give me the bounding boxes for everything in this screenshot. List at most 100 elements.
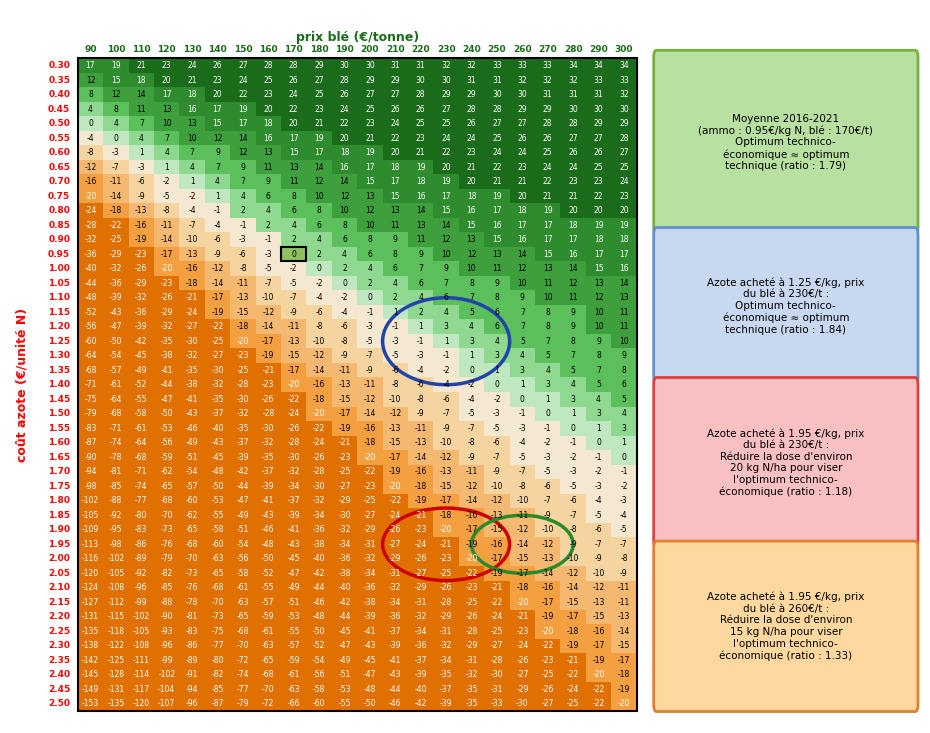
Text: -20: -20 [85,192,97,201]
Bar [256,59,281,73]
Bar [78,638,103,653]
Text: -46: -46 [186,424,198,432]
Bar [281,276,306,290]
Text: 25: 25 [619,163,629,172]
Text: -37: -37 [287,496,300,505]
Bar [128,204,154,218]
Bar [510,73,535,87]
Text: 0: 0 [495,380,499,389]
Text: -107: -107 [158,699,176,708]
Bar [357,189,382,204]
Text: 160: 160 [259,45,278,54]
Text: -40: -40 [415,685,427,694]
Bar [78,624,103,638]
Bar [154,508,179,523]
Text: 13: 13 [289,163,299,172]
Bar [535,262,561,276]
Text: -47: -47 [236,496,249,505]
Bar [561,160,586,174]
Text: -3: -3 [264,250,272,259]
Bar [510,479,535,493]
Bar [485,465,510,479]
Bar [458,102,485,117]
Bar [561,421,586,435]
Text: 15: 15 [365,177,375,186]
Text: -1: -1 [569,438,577,447]
Text: -4: -4 [340,308,349,317]
Bar [561,262,586,276]
Bar [561,320,586,334]
Bar [332,508,357,523]
Text: 17: 17 [593,250,604,259]
Bar [281,247,306,262]
Bar [485,102,510,117]
Text: 1.05: 1.05 [48,279,70,288]
Bar [561,247,586,262]
Text: 14: 14 [314,163,324,172]
Text: 10: 10 [162,119,171,128]
Text: 4: 4 [139,133,144,143]
Bar [154,320,179,334]
Bar [433,493,458,508]
Text: -32: -32 [415,612,427,622]
Text: -50: -50 [211,482,224,491]
Bar [535,493,561,508]
Text: 31: 31 [593,90,604,99]
Bar [154,435,179,450]
Text: 1: 1 [571,409,576,419]
Text: -48: -48 [211,467,224,476]
Bar [231,479,256,493]
Bar [332,537,357,551]
Text: -26: -26 [415,554,427,563]
Text: 5: 5 [621,395,627,404]
Text: -1: -1 [417,336,424,346]
Bar [357,696,382,711]
Text: -41: -41 [389,656,402,665]
Text: 1: 1 [495,366,499,375]
Text: -60: -60 [186,496,198,505]
Text: -7: -7 [113,163,120,172]
Bar [256,523,281,537]
Bar [332,566,357,581]
Text: -29: -29 [110,250,122,259]
Text: 7: 7 [190,148,194,157]
Bar [103,595,128,610]
Text: 220: 220 [411,45,430,54]
Text: -76: -76 [161,539,173,549]
Text: 20: 20 [162,75,171,85]
Text: 190: 190 [335,45,354,54]
Text: 0.70: 0.70 [48,177,70,186]
Text: 14: 14 [339,177,350,186]
Text: -20: -20 [618,699,631,708]
Text: 27: 27 [391,90,400,99]
Text: -1: -1 [519,409,526,419]
Text: -1: -1 [214,206,221,216]
Bar [231,493,256,508]
Text: -26: -26 [262,395,274,404]
Text: 6: 6 [317,221,322,229]
Text: -45: -45 [339,627,351,636]
Bar [256,581,281,595]
Text: -52: -52 [262,569,274,578]
Text: 1.20: 1.20 [48,323,70,331]
Text: -77: -77 [211,641,224,650]
Bar [561,87,586,102]
Text: -31: -31 [364,539,376,549]
Text: -53: -53 [339,685,351,694]
Bar [433,131,458,145]
Text: 21: 21 [137,61,146,70]
Bar [128,305,154,320]
Text: 13: 13 [162,105,171,114]
Text: -2: -2 [163,177,170,186]
Text: -53: -53 [211,496,224,505]
Text: -6: -6 [569,496,577,505]
Text: 11: 11 [416,235,425,244]
Bar [458,87,485,102]
Text: -9: -9 [417,409,424,419]
Text: 24: 24 [339,105,350,114]
Bar [78,102,103,117]
Bar [561,73,586,87]
Text: -68: -68 [262,670,274,679]
Bar [611,595,637,610]
Text: -36: -36 [339,554,351,563]
